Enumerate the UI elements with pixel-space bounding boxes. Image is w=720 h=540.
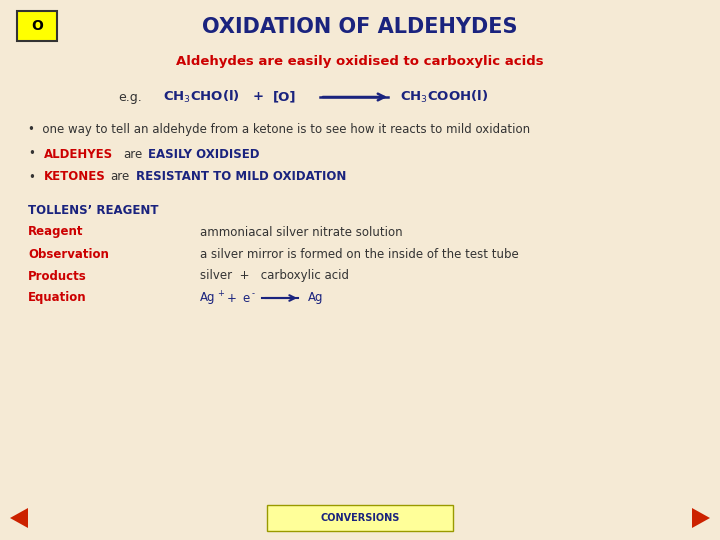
Text: +: + xyxy=(253,91,264,104)
Text: silver  +   carboxylic acid: silver + carboxylic acid xyxy=(200,269,349,282)
Text: Reagent: Reagent xyxy=(28,226,84,239)
Text: •: • xyxy=(28,147,35,160)
Text: ammoniacal silver nitrate solution: ammoniacal silver nitrate solution xyxy=(200,226,402,239)
Text: KETONES: KETONES xyxy=(44,171,106,184)
Text: EASILY OXIDISED: EASILY OXIDISED xyxy=(148,147,259,160)
Text: CH$_3$COOH(l): CH$_3$COOH(l) xyxy=(400,89,488,105)
Text: a silver mirror is formed on the inside of the test tube: a silver mirror is formed on the inside … xyxy=(200,247,518,260)
Text: •  one way to tell an aldehyde from a ketone is to see how it reacts to mild oxi: • one way to tell an aldehyde from a ket… xyxy=(28,124,530,137)
Text: are: are xyxy=(110,171,130,184)
Text: -: - xyxy=(252,289,255,299)
Polygon shape xyxy=(10,508,28,528)
Text: Aldehydes are easily oxidised to carboxylic acids: Aldehydes are easily oxidised to carboxy… xyxy=(176,56,544,69)
Text: CH$_3$CHO(l): CH$_3$CHO(l) xyxy=(163,89,240,105)
Text: +: + xyxy=(217,289,224,299)
Text: CONVERSIONS: CONVERSIONS xyxy=(320,513,400,523)
Text: Ag: Ag xyxy=(200,292,215,305)
Text: Observation: Observation xyxy=(28,247,109,260)
Text: •: • xyxy=(28,171,35,184)
FancyBboxPatch shape xyxy=(267,505,453,531)
Text: OXIDATION OF ALDEHYDES: OXIDATION OF ALDEHYDES xyxy=(202,17,518,37)
Text: O: O xyxy=(31,19,43,33)
Text: TOLLENS’ REAGENT: TOLLENS’ REAGENT xyxy=(28,204,158,217)
Text: Ag: Ag xyxy=(308,292,323,305)
Text: are: are xyxy=(123,147,143,160)
Text: +: + xyxy=(227,292,237,305)
FancyBboxPatch shape xyxy=(17,11,57,41)
Polygon shape xyxy=(692,508,710,528)
Text: RESISTANT TO MILD OXIDATION: RESISTANT TO MILD OXIDATION xyxy=(136,171,346,184)
Text: e: e xyxy=(242,292,249,305)
Text: Equation: Equation xyxy=(28,292,86,305)
Text: ALDEHYES: ALDEHYES xyxy=(44,147,113,160)
Text: e.g.: e.g. xyxy=(118,91,142,104)
Text: [O]: [O] xyxy=(273,91,297,104)
Text: Products: Products xyxy=(28,269,86,282)
